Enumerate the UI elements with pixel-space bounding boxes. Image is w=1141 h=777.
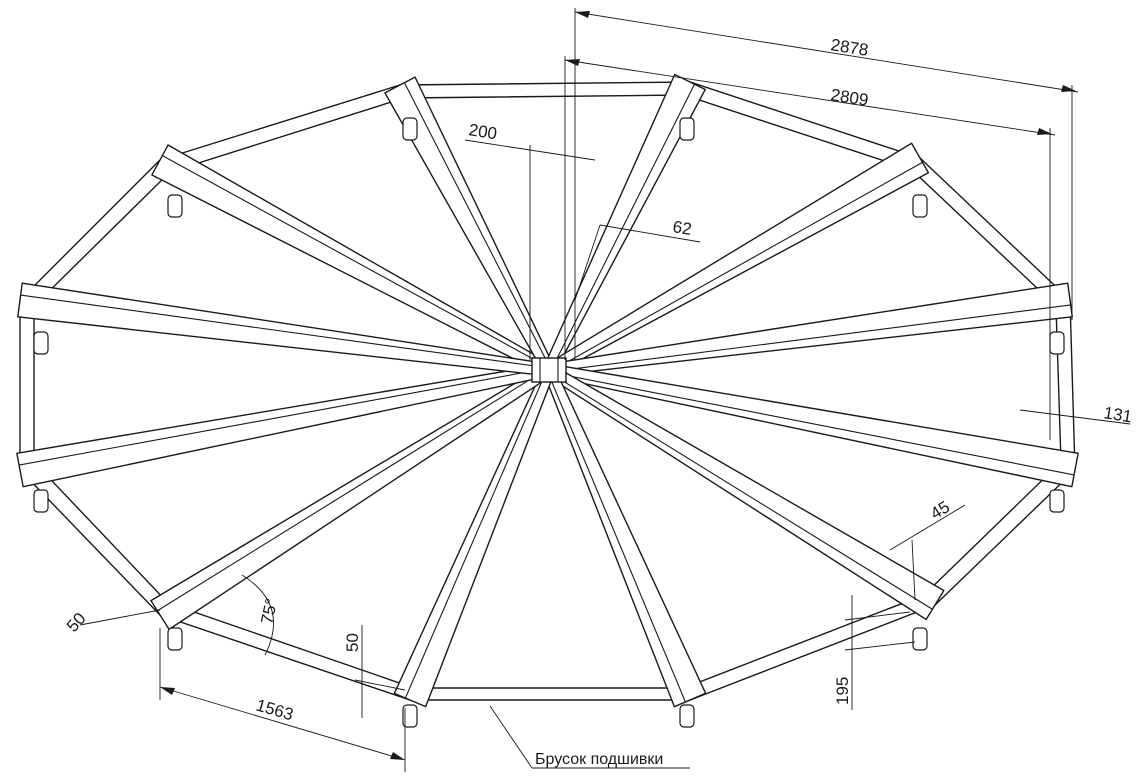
- dim-1563-label: 1563: [254, 696, 296, 725]
- dimension-62: 62: [574, 217, 701, 301]
- dimension-angle-75: 75°: [241, 574, 281, 656]
- dim-50-bottom-label: 50: [343, 633, 362, 652]
- radial-beam-edge: [548, 371, 1075, 476]
- radial-beam-edge: [157, 367, 549, 612]
- radial-beam-edge: [549, 304, 1071, 373]
- radial-beam-edge: [403, 82, 552, 370]
- angle-75-label: 75°: [257, 597, 281, 626]
- radial-beam-edge: [18, 367, 549, 466]
- dimension-50-bottom: 50: [343, 625, 406, 718]
- central-hub: [531, 357, 567, 383]
- radial-beam-edge: [162, 155, 551, 369]
- dimension-195: 195: [833, 595, 916, 710]
- radial-beam-edge: [20, 294, 550, 369]
- dim-62-label: 62: [671, 217, 693, 239]
- dim-50-left-label: 50: [63, 609, 90, 636]
- callout-brusok-podshivki: Брусок подшивки: [489, 705, 690, 769]
- radial-beams: [16, 73, 1079, 708]
- radial-beam-edge: [549, 161, 923, 373]
- dim-195-label: 195: [833, 677, 852, 705]
- dimension-50-left: 50: [63, 609, 161, 636]
- dim-2878-label: 2878: [829, 35, 869, 60]
- dimension-200: 200: [464, 120, 596, 360]
- dim-45-label: 45: [927, 497, 953, 523]
- support-posts: [33, 117, 1065, 728]
- dimension-1563: 1563: [159, 628, 406, 772]
- dim-200-label: 200: [467, 120, 498, 143]
- dim-2809-label: 2809: [829, 85, 869, 110]
- radial-beam-edge: [547, 371, 933, 610]
- radial-beam-edge: [546, 370, 686, 703]
- dim-131-label: 131: [1102, 403, 1133, 426]
- radial-beam-edge: [404, 369, 548, 699]
- callout-label: Брусок подшивки: [535, 751, 663, 768]
- dimension-131: 131: [1019, 403, 1133, 426]
